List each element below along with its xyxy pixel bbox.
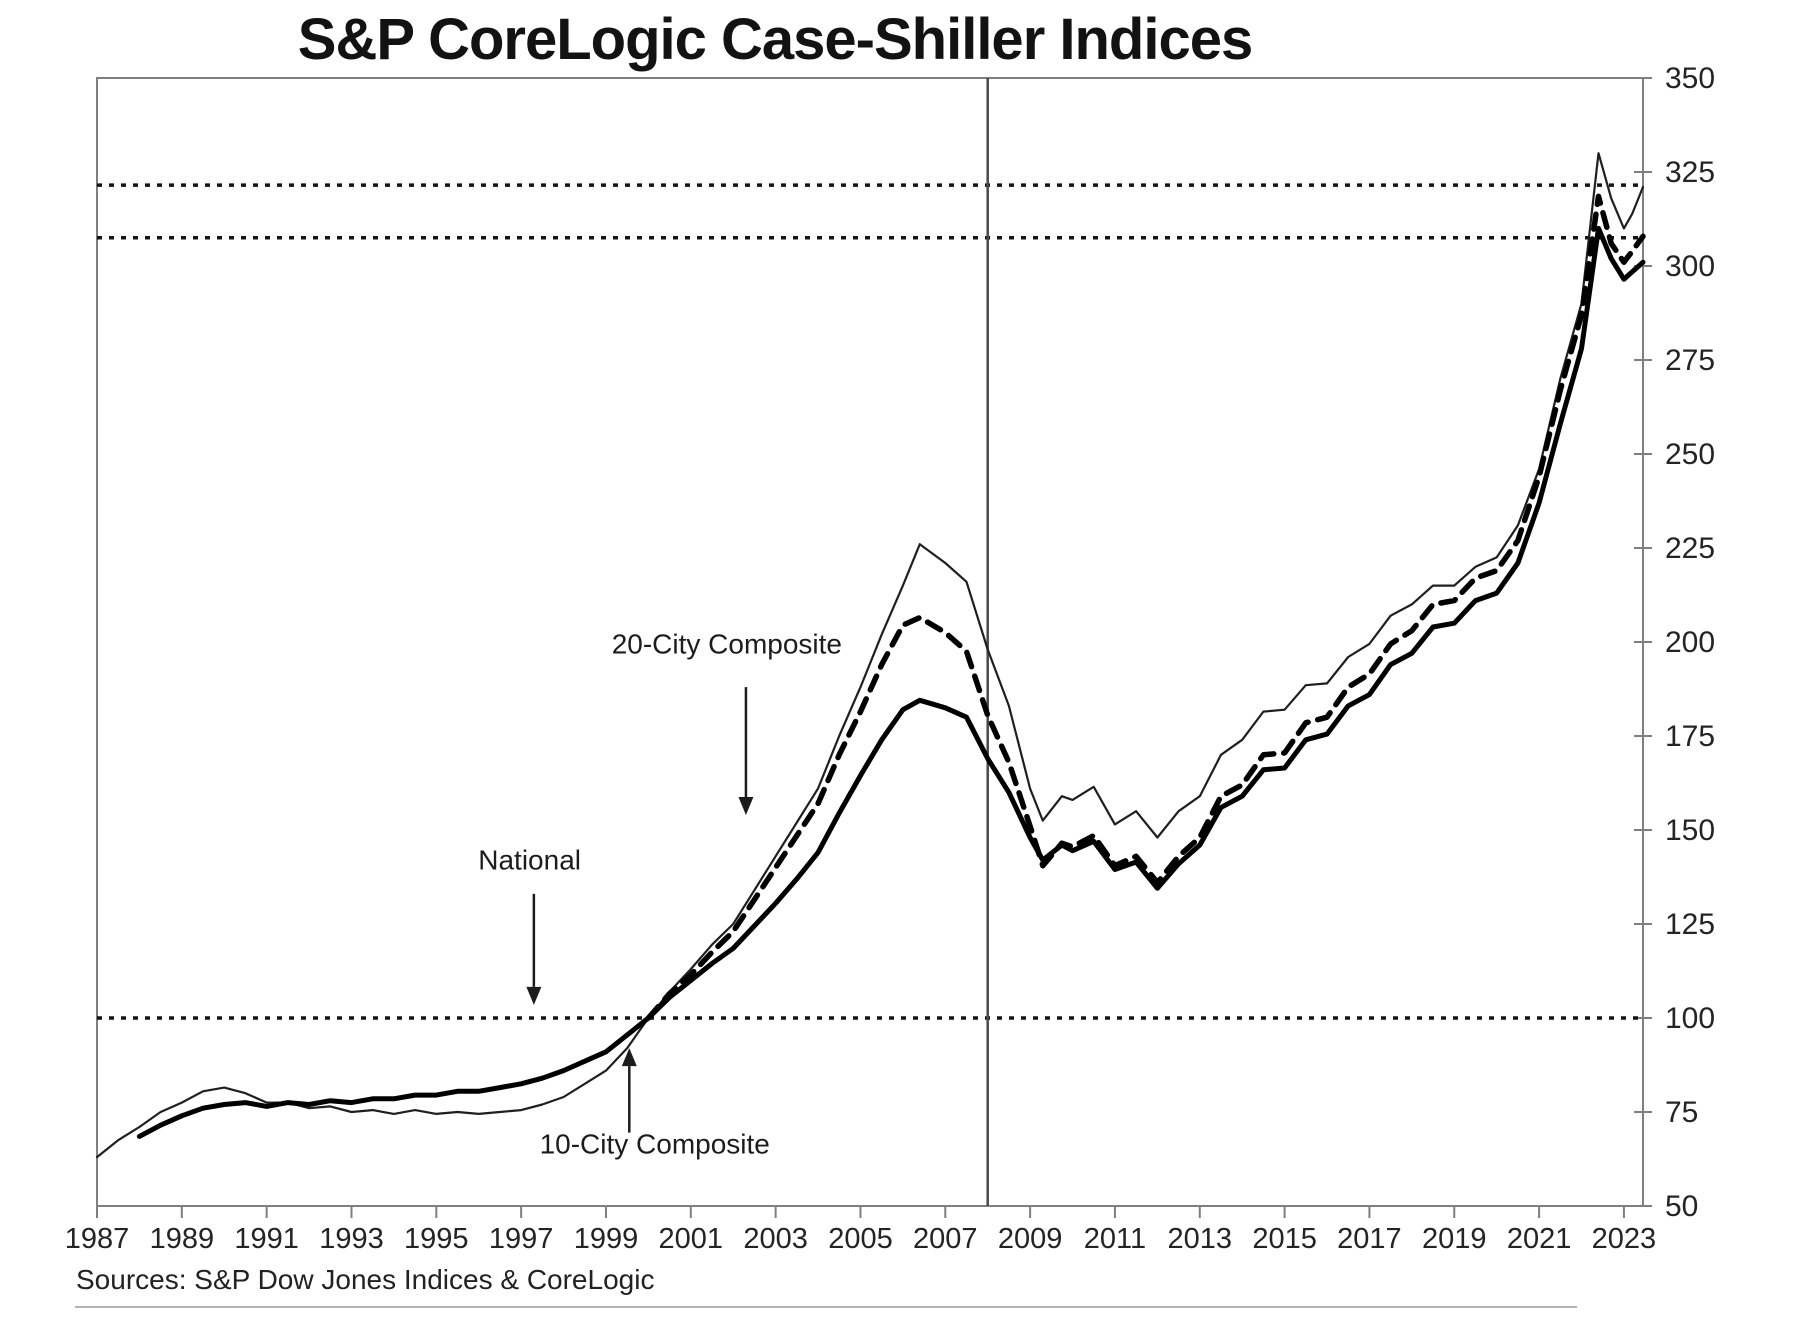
y-tick-label: 150 [1665, 814, 1715, 847]
y-tick-label: 125 [1665, 908, 1715, 941]
x-tick-label: 2009 [998, 1223, 1063, 1255]
x-tick-label: 1989 [150, 1223, 215, 1255]
chart-title: S&P CoreLogic Case-Shiller Indices [297, 7, 1253, 72]
series-national [136, 225, 1646, 1139]
annotation-arrowhead [738, 796, 754, 815]
y-tick-label: 300 [1665, 250, 1715, 283]
x-tick-label: 1999 [574, 1223, 639, 1255]
y-tick-label: 350 [1665, 62, 1715, 95]
source-note: Sources: S&P Dow Jones Indices & CoreLog… [76, 1264, 655, 1295]
x-tick-label: 2017 [1337, 1223, 1402, 1255]
y-tick-label: 250 [1665, 438, 1715, 471]
x-tick-label: 2007 [913, 1223, 978, 1255]
x-tick-label: 2005 [828, 1223, 893, 1255]
y-tick-label: 175 [1665, 720, 1715, 753]
x-tick-label: 1997 [489, 1223, 554, 1255]
x-tick-label: 2013 [1168, 1223, 1233, 1255]
series-20-city-composite [645, 193, 1646, 1021]
y-tick-label: 75 [1665, 1096, 1698, 1129]
annotation-label: 10-City Composite [540, 1128, 770, 1159]
x-tick-label: 1987 [65, 1223, 130, 1255]
plot-frame [96, 77, 1644, 1207]
x-tick-label: 2015 [1252, 1223, 1317, 1255]
footer-rule [75, 1306, 1577, 1308]
annotation-arrowhead [621, 1048, 637, 1067]
y-tick-label: 225 [1665, 532, 1715, 565]
x-tick-label: 1993 [319, 1223, 384, 1255]
x-tick-label: 1991 [234, 1223, 299, 1255]
x-tick-label: 2003 [743, 1223, 808, 1255]
y-tick-label: 50 [1665, 1190, 1698, 1223]
series-10-city-composite [95, 152, 1645, 1159]
annotation-arrowhead [526, 986, 542, 1005]
x-tick-label: 1995 [404, 1223, 469, 1255]
x-tick-label: 2019 [1422, 1223, 1487, 1255]
y-tick-label: 275 [1665, 344, 1715, 377]
annotation-label: National [478, 844, 581, 875]
y-tick-label: 100 [1665, 1002, 1715, 1035]
x-tick-label: 2011 [1084, 1223, 1146, 1255]
y-tick-label: 200 [1665, 626, 1715, 659]
x-tick-label: 2021 [1507, 1223, 1572, 1255]
y-tick-label: 325 [1665, 156, 1715, 189]
x-tick-label: 2023 [1592, 1223, 1657, 1255]
x-tick-label: 2001 [659, 1223, 724, 1255]
annotation-label: 20-City Composite [612, 628, 842, 659]
